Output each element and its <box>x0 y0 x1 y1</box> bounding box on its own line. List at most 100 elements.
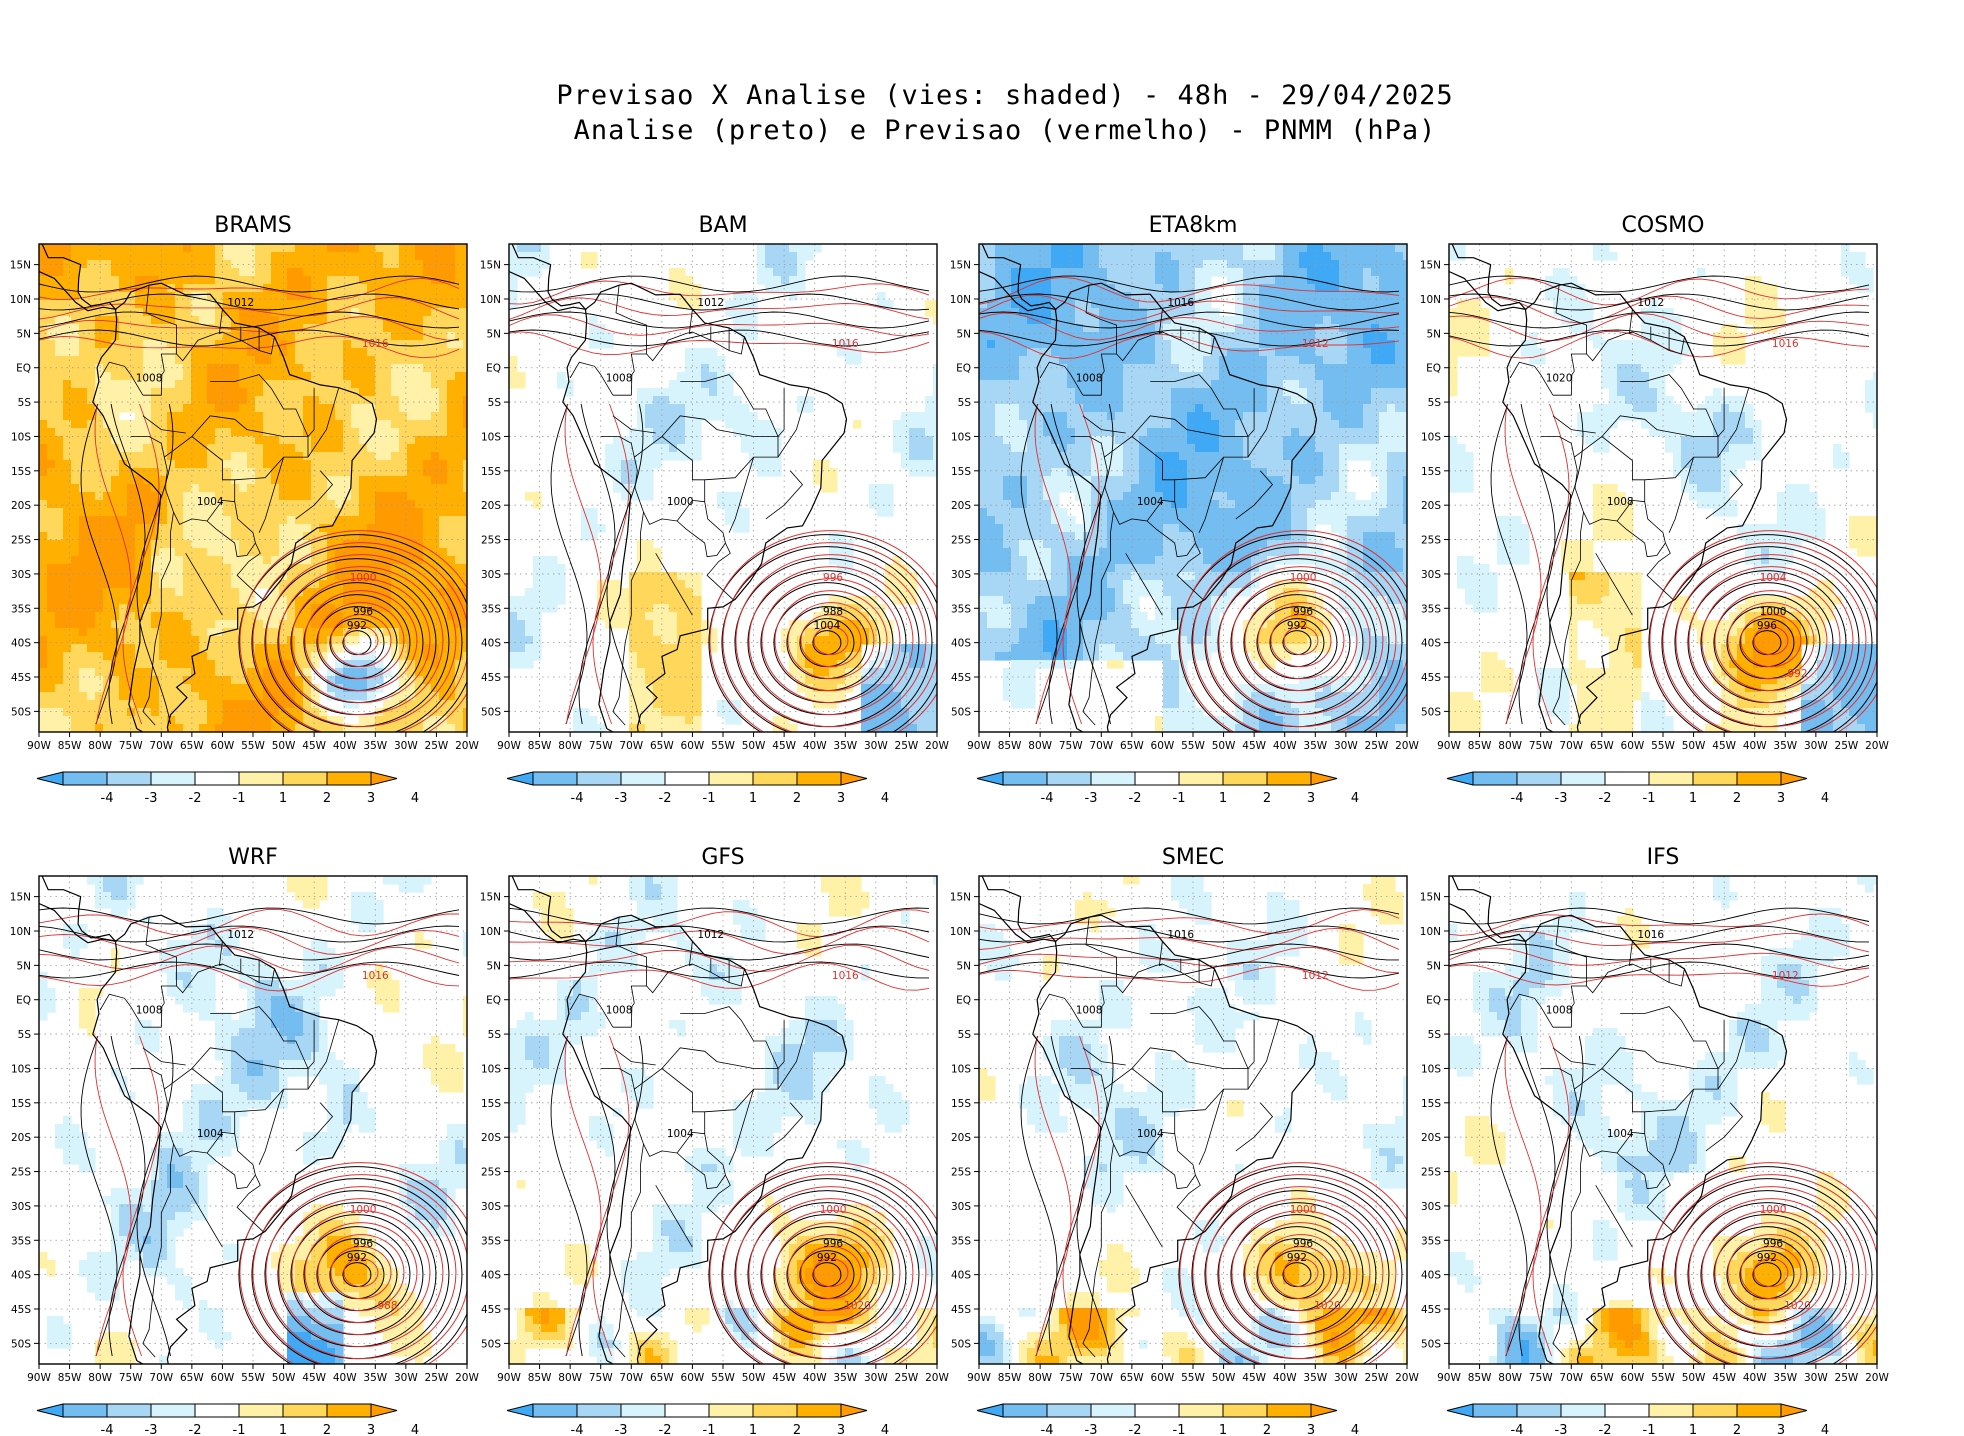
lat-label: 15N <box>1420 260 1441 272</box>
contour-label: 996 <box>1757 620 1777 632</box>
colorbar-segment <box>1090 1403 1136 1418</box>
lon-label: 80W <box>1028 740 1052 752</box>
contour-label: 992 <box>1787 668 1807 680</box>
contour-label: 1008 <box>1076 1004 1103 1016</box>
colorbar-arrow-left <box>976 1403 1004 1418</box>
colorbar-label: -1 <box>233 791 246 806</box>
lat-label: 15S <box>1421 1098 1441 1110</box>
colorbar-arrow-left <box>36 771 64 786</box>
colorbar-segment <box>664 771 710 786</box>
lon-label: 90W <box>967 740 991 752</box>
colorbar-label: -2 <box>659 791 672 806</box>
lat-label: 35S <box>11 1235 31 1247</box>
coastline <box>562 914 848 1364</box>
colorbar-segment <box>1002 1403 1048 1418</box>
lat-label: 10S <box>951 1063 971 1075</box>
lon-label: 50W <box>1212 1372 1236 1384</box>
country-borders <box>569 917 809 1358</box>
colorbar-segment <box>752 1403 798 1418</box>
lon-label: 25W <box>1835 740 1859 752</box>
colorbar-label: 4 <box>881 1423 889 1436</box>
contour-label: 996 <box>823 572 843 584</box>
lon-label: 85W <box>998 1372 1022 1384</box>
colorbar-segment <box>1648 1403 1694 1418</box>
colorbar-label: 1 <box>279 791 287 806</box>
lat-label: 5N <box>1426 960 1441 972</box>
lat-label: 20S <box>1421 1132 1441 1144</box>
colorbar-segment <box>1736 771 1782 786</box>
lat-label: EQ <box>486 995 501 1007</box>
lon-label: 80W <box>88 740 112 752</box>
lat-label: 25S <box>1421 535 1441 547</box>
lat-label: 5S <box>958 1029 972 1041</box>
isobars <box>979 275 1407 732</box>
colorbar-label: -4 <box>1511 1423 1524 1436</box>
bias-shading <box>979 244 1407 732</box>
contour-label: 996 <box>1763 1238 1783 1250</box>
isobars <box>509 275 937 732</box>
lon-label: 70W <box>1559 1372 1583 1384</box>
bias-shading <box>39 244 467 732</box>
isobars <box>1449 907 1877 1364</box>
contour-label: 1012 <box>1637 297 1664 309</box>
contour-label: 996 <box>353 606 373 618</box>
lon-label: 30W <box>864 740 888 752</box>
contour-label: 1016 <box>362 970 389 982</box>
lon-label: 25W <box>425 1372 449 1384</box>
colorbar-segment <box>708 1403 754 1418</box>
lon-label: 20W <box>925 1372 949 1384</box>
lat-label: 15S <box>1421 466 1441 478</box>
contour-label: 1004 <box>197 496 224 508</box>
colorbar-label: -4 <box>101 791 114 806</box>
lat-label: 50S <box>11 706 31 718</box>
colorbar-label: 1 <box>1689 791 1697 806</box>
lat-label: 50S <box>481 706 501 718</box>
lat-label: 45S <box>11 1304 31 1316</box>
lat-label: 30S <box>951 569 971 581</box>
contour-label: 996 <box>1293 606 1313 618</box>
lat-label: 40S <box>1421 1270 1441 1282</box>
map-panel-wrf: WRF 1012 1016 1008 1004 1000 996 992 988 15N 10N 5N… <box>10 845 480 1436</box>
lon-label: 20W <box>925 740 949 752</box>
lon-label: 20W <box>455 740 479 752</box>
lon-label: 65W <box>180 740 204 752</box>
map-panel-ifs: IFS10161012100810041000996992102015N10N5… <box>1420 845 1890 1436</box>
lon-label: 85W <box>1468 740 1492 752</box>
contour-label: 1008 <box>1546 1004 1573 1016</box>
lat-label: 5N <box>16 960 31 972</box>
lon-label: 25W <box>1835 1372 1859 1384</box>
lon-label: 85W <box>528 740 552 752</box>
lon-label: 80W <box>1498 1372 1522 1384</box>
lat-label: 15N <box>10 260 31 272</box>
colorbar-label: 2 <box>793 791 801 806</box>
lon-label: 80W <box>558 1372 582 1384</box>
lon-label: 30W <box>864 1372 888 1384</box>
colorbar-label: 3 <box>1307 1423 1315 1436</box>
contour-label: 1020 <box>844 1300 871 1312</box>
lon-label: 90W <box>1437 1372 1461 1384</box>
contour-label: 1008 <box>1607 496 1634 508</box>
lon-label: 75W <box>589 1372 613 1384</box>
lon-label: 45W <box>1242 1372 1266 1384</box>
lat-label: 45S <box>951 1304 971 1316</box>
lat-label: EQ <box>486 363 501 375</box>
colorbar-segment <box>1516 771 1562 786</box>
isobars <box>979 907 1407 1364</box>
colorbar-label: 1 <box>279 1423 287 1436</box>
lat-label: 5S <box>18 397 32 409</box>
lat-label: 20S <box>11 1132 31 1144</box>
panel-title: GFS <box>701 845 744 870</box>
contour-label: 992 <box>1287 1252 1307 1264</box>
colorbar-segment <box>1002 771 1048 786</box>
lat-label: 15S <box>11 1098 31 1110</box>
colorbar-label: 1 <box>1689 1423 1697 1436</box>
colorbar-label: 4 <box>411 1423 419 1436</box>
lat-label: 15N <box>480 260 501 272</box>
contour-label: 1012 <box>1772 970 1799 982</box>
colorbar-label: -2 <box>1129 1423 1142 1436</box>
colorbar-segment <box>1178 771 1224 786</box>
map-content: 1016 1012 1008 1004 1000 996 992 1020 <box>979 876 1407 1364</box>
colorbar-segment <box>1222 1403 1268 1418</box>
colorbar-segment <box>752 771 798 786</box>
lat-label: 5S <box>1428 1029 1442 1041</box>
